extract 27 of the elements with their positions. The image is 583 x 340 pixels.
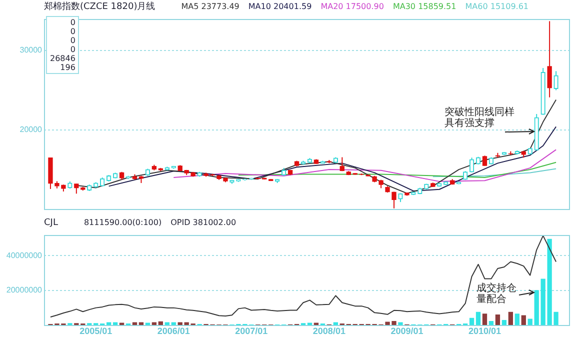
- annotation: 0: [69, 36, 76, 45]
- y-tick-label: 30000: [20, 46, 43, 55]
- x-tick-label: 2007/01: [235, 326, 268, 336]
- x-tick-label: 2010/01: [468, 326, 502, 336]
- annotation: 196: [59, 63, 76, 72]
- annotation: 0: [69, 18, 76, 27]
- chart-title: CJL: [44, 218, 58, 228]
- text: 8111590.00(0:100): [84, 218, 162, 227]
- y-tick-label: 40000000: [6, 250, 43, 260]
- text: MA20 17500.90: [320, 2, 384, 11]
- text: OPID 381002.00: [170, 218, 236, 227]
- annotation: 0: [69, 27, 76, 36]
- x-tick-label: 2006/01: [157, 326, 190, 336]
- text: MA5 23773.49: [181, 2, 240, 11]
- x-tick-label: 2009/01: [390, 326, 424, 336]
- annotation: 成交持仓量配合: [476, 283, 518, 306]
- x-tick-label: 2008/01: [312, 326, 346, 336]
- y-tick-label: 20000: [20, 125, 43, 134]
- annotation: 0: [69, 45, 76, 54]
- y-tick-label: 20000000: [6, 286, 43, 295]
- text: MA10 20401.59: [248, 2, 312, 11]
- chart-title: 郑棉指数(CZCE 1820)月线: [44, 2, 156, 12]
- text: MA30 15859.51: [392, 2, 456, 11]
- x-tick-label: 2005/01: [80, 326, 112, 336]
- text: MA60 15109.61: [465, 2, 529, 11]
- annotation: 26846: [50, 54, 76, 63]
- annotation: 突破性阳线同样具有强支撑: [444, 107, 516, 130]
